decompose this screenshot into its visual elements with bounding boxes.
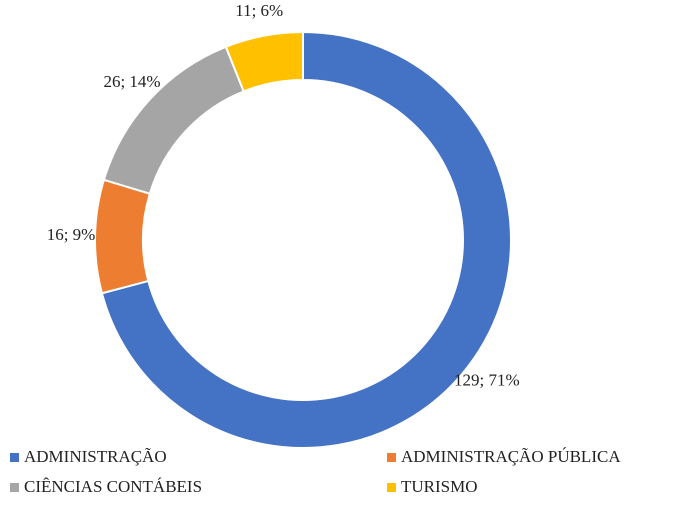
data-label: 26; 14% bbox=[103, 72, 160, 91]
legend-swatch bbox=[10, 453, 19, 462]
data-label: 16; 9% bbox=[47, 225, 96, 244]
donut-segment bbox=[224, 30, 304, 93]
legend-swatch bbox=[10, 483, 19, 492]
donut-segment bbox=[102, 45, 245, 195]
legend-swatch bbox=[387, 453, 396, 462]
legend-label: CIÊNCIAS CONTÁBEIS bbox=[24, 477, 202, 496]
donut-segment bbox=[94, 178, 152, 295]
legend-label: TURISMO bbox=[401, 477, 478, 496]
data-label: 11; 6% bbox=[235, 1, 283, 20]
legend-swatch bbox=[387, 483, 396, 492]
data-label: 129; 71% bbox=[454, 370, 520, 389]
donut-segment bbox=[100, 30, 512, 449]
legend-label: ADMINISTRAÇÃO bbox=[24, 447, 167, 466]
legend-label: ADMINISTRAÇÃO PÚBLICA bbox=[401, 447, 621, 466]
